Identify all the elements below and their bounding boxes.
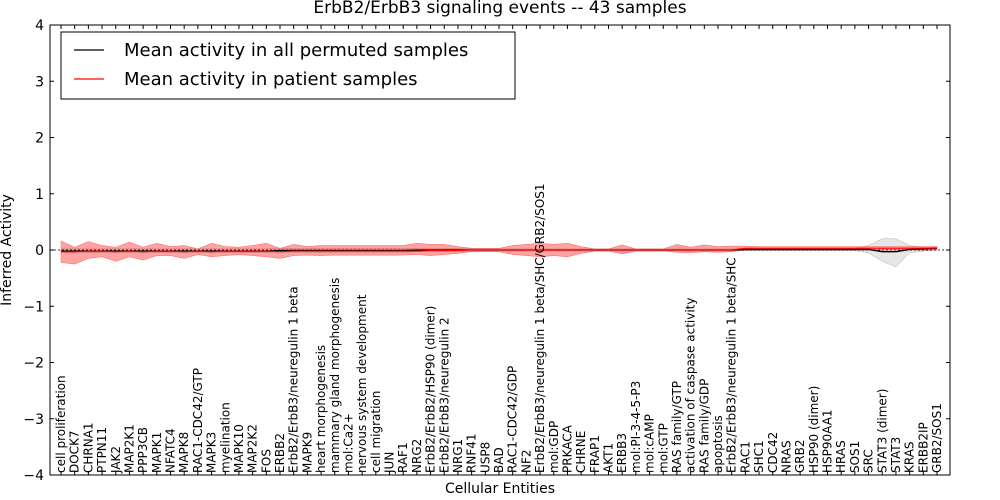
y-tick-label: −3 — [23, 412, 44, 428]
x-tick-label: RAC1-CDC42/GDP — [506, 366, 520, 473]
x-tick-label: heart morphogenesis — [314, 345, 328, 473]
x-tick-label: HSP90AA1 — [821, 409, 835, 473]
x-tick-label: nervous system development — [355, 294, 369, 473]
x-tick-label: JAK2 — [109, 446, 123, 474]
x-tick-label: HSP90 (dimer) — [807, 386, 821, 473]
x-tick-label: mol:cAMP — [643, 414, 657, 473]
x-tick-label: ErbB2/ErbB3/neuregulin 1 beta — [287, 286, 301, 473]
x-axis-ticks: cell proliferation DOCK7 CHRNA1 PTPN11 JAK2 M… — [54, 25, 944, 475]
x-tick-label: mol:Ca2+ — [341, 413, 355, 473]
x-tick-label: BAD — [492, 447, 506, 473]
x-tick-label: AKT1 — [602, 443, 616, 473]
x-tick-label: mol:GDP — [547, 421, 561, 473]
activity-bands — [60, 238, 938, 268]
y-tick-label: 0 — [35, 243, 44, 259]
x-tick-label: mammary gland morphogenesis — [328, 278, 342, 473]
x-tick-label: NRAS — [779, 440, 793, 473]
x-tick-label: STAT3 — [889, 437, 903, 473]
x-tick-label: NFATC4 — [164, 428, 178, 473]
series-lines — [50, 247, 950, 253]
y-tick-label: −2 — [23, 356, 44, 372]
x-tick-label: ERBB2 — [273, 433, 287, 473]
series-band-1 — [60, 240, 938, 265]
x-tick-label: RAF1 — [396, 442, 410, 473]
x-tick-label: DOCK7 — [68, 430, 82, 473]
chart-title: ErbB2/ErbB3 signaling events -- 43 sampl… — [313, 0, 686, 18]
x-tick-label: PPP3CB — [136, 427, 150, 473]
x-tick-label: MAPK3 — [205, 432, 219, 473]
x-tick-label: RAC1 — [738, 441, 752, 473]
x-tick-label: SHC1 — [752, 440, 766, 473]
x-tick-label: SOS1 — [848, 441, 862, 473]
x-tick-label: ERBB3 — [615, 433, 629, 473]
x-tick-label: NRG1 — [451, 439, 465, 473]
x-tick-label: USP8 — [478, 442, 492, 473]
x-tick-label: MAPK9 — [300, 432, 314, 473]
x-tick-label: MAP2K1 — [122, 424, 136, 473]
x-tick-label: mol:PI-3-4-5-P3 — [629, 381, 643, 473]
x-tick-label: ErbB2/ErbB3/neuregulin 2 — [437, 317, 451, 473]
x-tick-label: ErbB2/ErbB3/neuregulin 1 beta/SHC — [725, 257, 739, 473]
y-tick-label: 1 — [35, 187, 44, 203]
x-tick-label: cell proliferation — [54, 375, 68, 473]
x-tick-label: HRAS — [834, 440, 848, 473]
legend: Mean activity in all permuted samples Mea… — [60, 31, 516, 100]
series-line-1 — [61, 247, 937, 253]
x-tick-label: PRKACA — [560, 424, 574, 473]
x-tick-label: myelination — [218, 402, 232, 473]
y-tick-label: −4 — [23, 468, 44, 484]
x-tick-label: NRG2 — [410, 439, 424, 473]
x-tick-label: RAS family/GTP — [670, 381, 684, 473]
x-tick-label: CDC42 — [766, 432, 780, 473]
x-tick-label: MAPK8 — [177, 432, 191, 473]
y-tick-label: 3 — [35, 74, 44, 90]
x-tick-label: JUN — [383, 452, 397, 474]
x-tick-label: SRC — [862, 449, 876, 473]
x-tick-label: CHRNA1 — [81, 422, 95, 473]
x-tick-label: FRAP1 — [588, 435, 602, 473]
x-tick-label: activation of caspase activity — [684, 298, 698, 473]
legend-box — [60, 31, 516, 100]
y-axis-ticks: 4 3 2 1 0 −1 −2 −3 −4 — [23, 18, 950, 484]
y-tick-label: 4 — [35, 18, 44, 34]
x-tick-label: CHRNE — [574, 431, 588, 473]
y-axis-label: Inferred Activity — [0, 194, 15, 306]
x-tick-label: RNF41 — [465, 434, 479, 474]
legend-label-1: Mean activity in patient samples — [124, 69, 418, 90]
y-tick-label: −1 — [23, 299, 44, 315]
x-tick-label: RAS family/GDP — [697, 379, 711, 473]
x-tick-label: ErbB2/ErbB2/HSP90 (dimer) — [424, 306, 438, 473]
legend-label-0: Mean activity in all permuted samples — [124, 40, 468, 61]
x-tick-label: STAT3 (dimer) — [875, 389, 889, 473]
x-tick-label: mol:GTP — [656, 423, 670, 473]
x-tick-label: NF2 — [519, 449, 533, 473]
x-tick-label: MAP2K2 — [246, 424, 260, 473]
x-tick-label: GRB2 — [793, 439, 807, 473]
x-tick-label: cell migration — [369, 391, 383, 473]
x-tick-label: KRAS — [903, 441, 917, 473]
x-tick-label: MAPK10 — [232, 424, 246, 473]
x-tick-label: PTPN11 — [95, 427, 109, 473]
x-tick-label: RAC1-CDC42/GTP — [191, 368, 205, 473]
x-tick-label: ERBB2IP — [916, 422, 930, 473]
y-tick-label: 2 — [35, 131, 44, 147]
x-axis-label: Cellular Entities — [445, 481, 555, 497]
x-tick-label: GRB2/SOS1 — [930, 403, 944, 473]
x-tick-label: apoptosis — [711, 415, 725, 473]
x-tick-label: ErbB2/ErbB3/neuregulin 1 beta/SHC/GRB2/S… — [533, 183, 547, 473]
plot-frame — [49, 24, 951, 476]
x-tick-label: FOS — [259, 449, 273, 473]
x-tick-label: MAPK1 — [150, 432, 164, 473]
